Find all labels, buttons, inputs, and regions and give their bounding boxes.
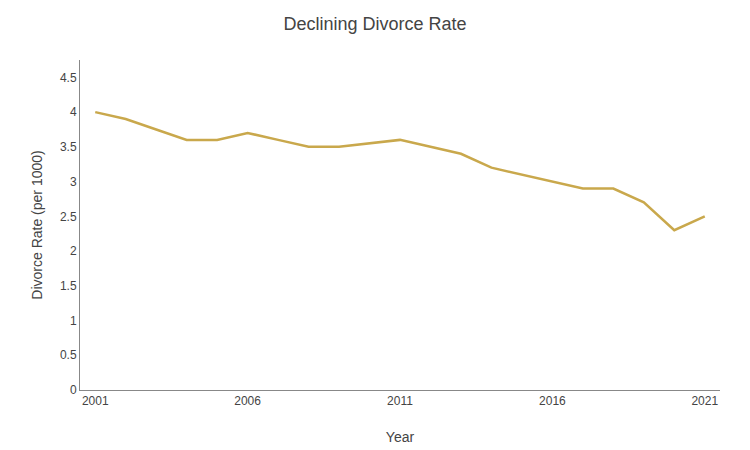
svg-text:1: 1	[70, 314, 77, 328]
svg-text:2016: 2016	[539, 394, 566, 408]
svg-text:2006: 2006	[234, 394, 261, 408]
svg-text:4: 4	[70, 105, 77, 119]
svg-text:0: 0	[70, 383, 77, 397]
svg-text:0.5: 0.5	[60, 348, 77, 362]
svg-text:Divorce Rate (per 1000): Divorce Rate (per 1000)	[29, 150, 45, 299]
svg-text:2021: 2021	[691, 394, 718, 408]
svg-text:2: 2	[70, 244, 77, 258]
svg-text:2.5: 2.5	[60, 210, 77, 224]
svg-text:4.5: 4.5	[60, 71, 77, 85]
svg-text:3.5: 3.5	[60, 140, 77, 154]
svg-text:3: 3	[70, 175, 77, 189]
svg-text:2011: 2011	[387, 394, 413, 408]
svg-text:Year: Year	[386, 429, 415, 445]
svg-text:2001: 2001	[82, 394, 109, 408]
svg-text:1.5: 1.5	[60, 279, 77, 293]
svg-text:Declining Divorce Rate: Declining Divorce Rate	[283, 14, 466, 34]
